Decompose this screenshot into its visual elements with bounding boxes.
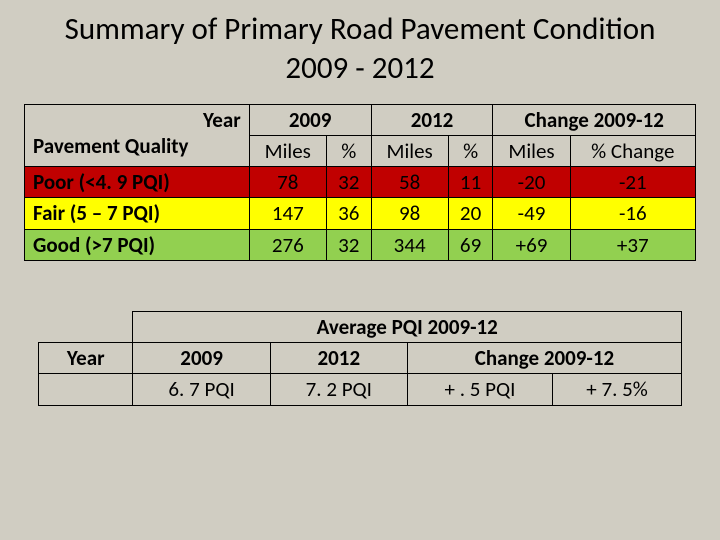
avg-table-container: Average PQI 2009-12 Year 2009 2012 Chang… [0,261,720,406]
cell: 58 [371,167,448,198]
subhdr-pct-12: % [448,135,493,166]
avg-val-dpct: + 7. 5% [553,374,682,405]
pavement-condition-table: Year Pavement Quality 2009 2012 Change 2… [24,104,696,261]
row-label: Fair (5 – 7 PQI) [25,198,250,229]
col-change: Change 2009-12 [493,104,696,135]
col-2012: 2012 [371,104,493,135]
subhdr-dpct: % Change [570,135,695,166]
pavement-quality-header: Pavement Quality [33,133,241,159]
avg-title: Average PQI 2009-12 [133,311,682,342]
cell: 32 [326,229,371,260]
cell: +69 [493,229,570,260]
cell: -20 [493,167,570,198]
table-row: Poor (<4. 9 PQI) 78 32 58 11 -20 -21 [25,167,696,198]
cell: +37 [570,229,695,260]
avg-col-2012: 2012 [270,343,407,374]
year-header: Year [33,107,241,133]
main-table-container: Year Pavement Quality 2009 2012 Change 2… [0,94,720,261]
avg-year-label: Year [39,343,133,374]
cell: 147 [249,198,326,229]
cell: -16 [570,198,695,229]
cell: 11 [448,167,493,198]
avg-val-2012: 7. 2 PQI [270,374,407,405]
subhdr-pct-09: % [326,135,371,166]
cell: -21 [570,167,695,198]
avg-val-dpqi: + . 5 PQI [407,374,552,405]
cell: 32 [326,167,371,198]
row-label: Poor (<4. 9 PQI) [25,167,250,198]
cell: 36 [326,198,371,229]
row-label: Good (>7 PQI) [25,229,250,260]
cell: 20 [448,198,493,229]
avg-col-2009: 2009 [133,343,270,374]
cell: 69 [448,229,493,260]
avg-val-2009: 6. 7 PQI [133,374,270,405]
cell: 98 [371,198,448,229]
col-2009: 2009 [249,104,371,135]
cell: 276 [249,229,326,260]
subhdr-miles-12: Miles [371,135,448,166]
average-pqi-table: Average PQI 2009-12 Year 2009 2012 Chang… [38,311,682,406]
page-title: Summary of Primary Road Pavement Conditi… [0,0,720,94]
table-row: Good (>7 PQI) 276 32 344 69 +69 +37 [25,229,696,260]
subhdr-dmiles: Miles [493,135,570,166]
table-row: Fair (5 – 7 PQI) 147 36 98 20 -49 -16 [25,198,696,229]
cell: -49 [493,198,570,229]
cell: 344 [371,229,448,260]
avg-col-change: Change 2009-12 [407,343,681,374]
spacer [39,311,133,342]
avg-blank [39,374,133,405]
cell: 78 [249,167,326,198]
subhdr-miles-09: Miles [249,135,326,166]
